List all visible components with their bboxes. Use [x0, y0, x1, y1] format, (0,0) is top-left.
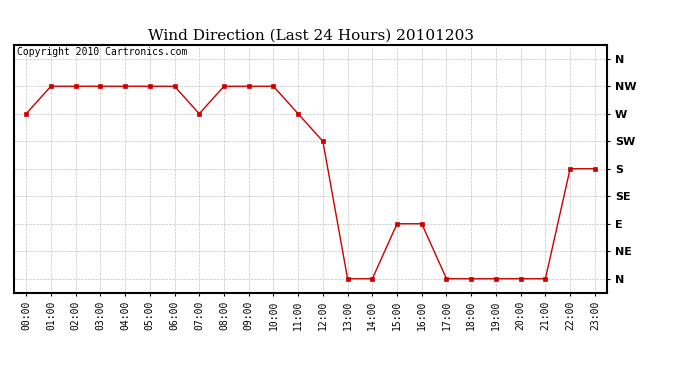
Text: Copyright 2010 Cartronics.com: Copyright 2010 Cartronics.com [17, 48, 187, 57]
Title: Wind Direction (Last 24 Hours) 20101203: Wind Direction (Last 24 Hours) 20101203 [148, 28, 473, 42]
